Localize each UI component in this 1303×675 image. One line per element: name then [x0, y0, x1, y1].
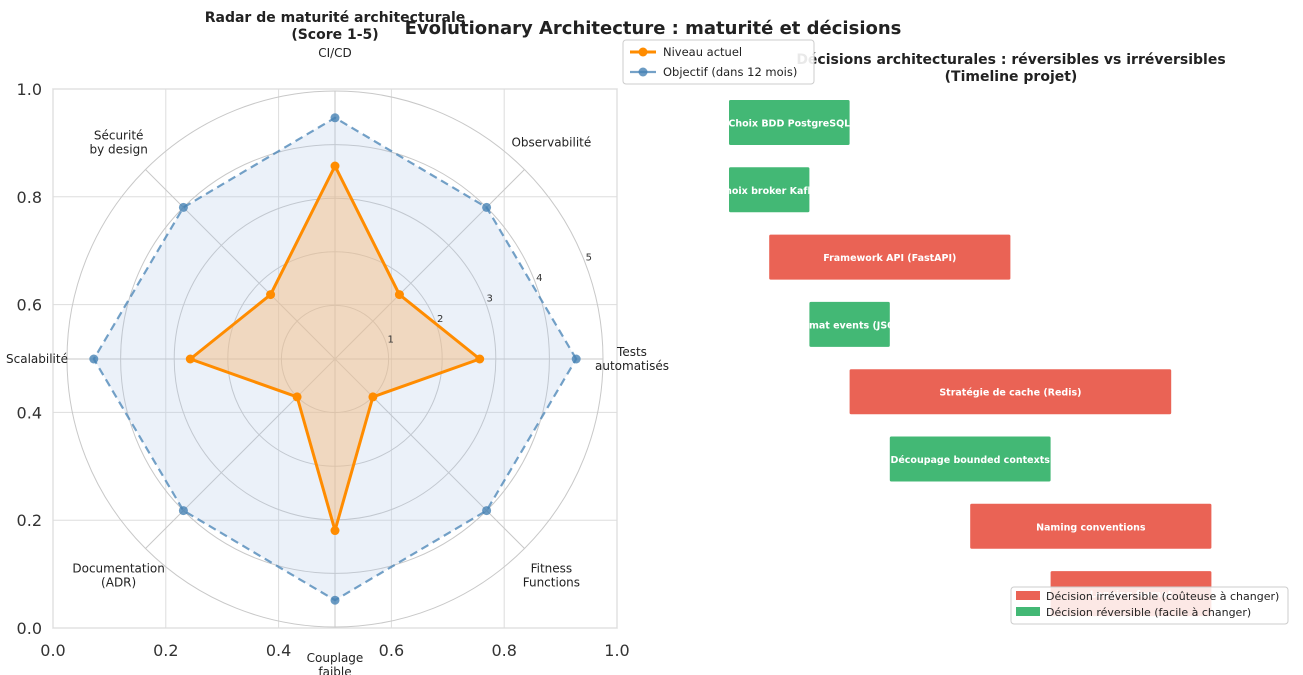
radar-point-series-1	[178, 506, 188, 516]
radar-point-series-1	[178, 202, 188, 212]
timeline-legend: Décision irréversible (coûteuse à change…	[1010, 586, 1289, 625]
radar-title-line1: Radar de maturité architecturale	[205, 10, 466, 26]
outer-x-tick-label: 0.6	[379, 641, 404, 660]
radar-point-series-2	[368, 392, 378, 402]
radar-chart: 0.0 0.0 0.2 0.2 0.4 0.4 0.6 0.6 0.8 0.8 1.0 1.0 1 2 3…	[6, 10, 669, 675]
radar-legend: Niveau actuel Objectif (dans 12 mois)	[622, 39, 815, 85]
radar-area-series-2	[190, 166, 480, 531]
radar-point-series-2	[185, 354, 195, 364]
radial-tick-label: 1	[388, 334, 394, 345]
radar-point-series-1	[330, 113, 340, 123]
category-label: Scalabilité	[6, 352, 68, 366]
radar-point-series-1	[482, 506, 492, 516]
timeline-bars: Choix BDD PostgreSQL Choix broker Kafka Fr…	[718, 100, 1212, 617]
outer-y-tick-label: 1.0	[17, 80, 42, 99]
radar-point-series-1	[482, 202, 492, 212]
radar-point-series-2	[266, 290, 276, 300]
timeline-bar-reversible	[889, 436, 1051, 482]
radar-legend-box	[622, 39, 815, 85]
radar-point-series-1	[571, 354, 581, 364]
outer-y-tick-label: 0.2	[17, 511, 42, 530]
category-label: faible	[318, 665, 351, 675]
timeline-legend-box	[1010, 586, 1289, 625]
outer-y-tick-label: 0.6	[17, 296, 42, 315]
timeline-bar-label: Choix BDD PostgreSQL	[728, 119, 850, 130]
category-label: (ADR)	[101, 575, 136, 589]
timeline-bar-reversible	[729, 100, 850, 145]
radar-point-series-1	[89, 354, 99, 364]
outer-x-tick-label: 0.8	[491, 641, 516, 660]
radar-point-series-2	[330, 526, 340, 536]
radar-point-series-2	[292, 392, 302, 402]
timeline-bar-label: Découpage bounded contexts	[890, 455, 1050, 466]
radial-tick-label: 5	[586, 252, 592, 263]
category-label: Functions	[523, 575, 580, 589]
category-label: Observabilité	[511, 136, 591, 150]
timeline-chart: Choix BDD PostgreSQL Choix broker Kafka Fr…	[718, 52, 1289, 625]
timeline-bar-irreversible	[849, 369, 1172, 415]
radar-point-series-1	[330, 595, 340, 605]
outer-x-tick-label: 0.2	[153, 641, 178, 660]
outer-y-tick-label: 0.4	[17, 403, 42, 422]
timeline-legend-label: Décision irréversible (coûteuse à change…	[1046, 590, 1279, 603]
radial-tick-label: 4	[536, 273, 542, 284]
radar-legend-marker	[638, 67, 648, 77]
timeline-legend-swatch	[1016, 607, 1040, 616]
figure-title: Evolutionary Architecture : maturité et …	[405, 18, 902, 39]
radar-series	[89, 113, 581, 605]
timeline-bar-reversible	[809, 301, 890, 347]
timeline-bar-irreversible	[769, 234, 1011, 280]
radial-tick-label: 3	[487, 293, 493, 304]
outer-y-tick-label: 0.0	[17, 619, 42, 638]
outer-x-tick-label: 0.0	[40, 641, 65, 660]
radial-tick-label: 2	[437, 314, 443, 325]
outer-y-tick-label: 0.8	[17, 188, 42, 207]
timeline-legend-swatch	[1016, 591, 1040, 600]
timeline-bar-label: Naming conventions	[1036, 522, 1146, 533]
radar-point-series-2	[330, 161, 340, 171]
category-label: by design	[89, 143, 147, 157]
category-label: Couplage	[307, 651, 364, 665]
timeline-bar-label: Stratégie de cache (Redis)	[939, 388, 1081, 399]
radial-tick-labels: 1 2 3 4 5	[388, 252, 592, 345]
outer-axis-ticks: 0.0 0.0 0.2 0.2 0.4 0.4 0.6 0.6 0.8 0.8 1.0 1.0	[17, 80, 630, 660]
timeline-bar-reversible	[729, 167, 810, 213]
category-label: CI/CD	[318, 46, 352, 60]
outer-x-tick-label: 0.4	[266, 641, 291, 660]
category-label: Documentation	[72, 561, 165, 575]
outer-x-tick-label: 1.0	[604, 641, 629, 660]
radar-point-series-2	[394, 290, 404, 300]
timeline-bar-label: Format events (JSON)	[792, 320, 908, 331]
timeline-title-line2: (Timeline projet)	[945, 69, 1078, 85]
radar-point-series-2	[475, 354, 485, 364]
timeline-bar-label: Framework API (FastAPI)	[823, 253, 956, 264]
category-label: automatisés	[595, 359, 669, 373]
category-label: Fitness	[531, 561, 573, 575]
radar-legend-label: Objectif (dans 12 mois)	[663, 65, 797, 79]
category-label: Sécurité	[94, 129, 144, 143]
timeline-bar-irreversible	[970, 503, 1212, 549]
timeline-title-line1: Décisions architecturales : réversibles …	[796, 52, 1225, 68]
radar-title-line2: (Score 1-5)	[291, 27, 378, 43]
timeline-legend-label: Décision réversible (facile à changer)	[1046, 606, 1251, 619]
radar-legend-label: Niveau actuel	[663, 45, 742, 59]
category-label: Tests	[616, 345, 647, 359]
timeline-bar-label: Choix broker Kafka	[718, 186, 820, 197]
radar-legend-marker	[638, 47, 648, 57]
